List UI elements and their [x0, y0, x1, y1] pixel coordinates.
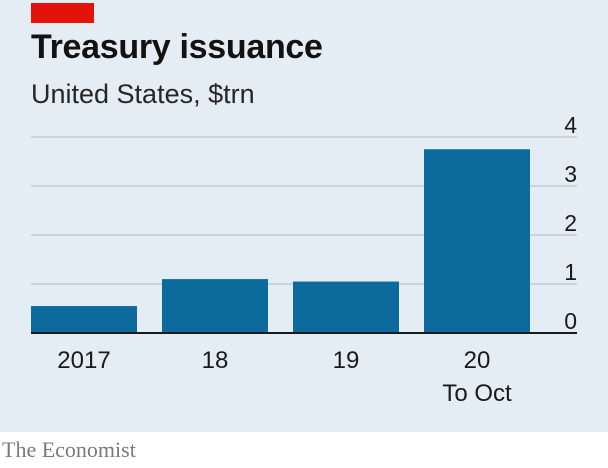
bar	[424, 149, 530, 333]
y-tick-label: 1	[564, 259, 577, 285]
y-tick-label: 0	[564, 308, 577, 334]
x-tick-label: 2017	[57, 347, 110, 374]
y-tick-label: 2	[564, 210, 577, 236]
y-tick-label: 4	[564, 112, 577, 138]
y-tick-label: 3	[564, 161, 577, 187]
x-tick-label: 20	[464, 347, 491, 374]
chart-title: Treasury issuance	[31, 28, 323, 66]
bar	[162, 279, 268, 333]
x-tick-sublabel: To Oct	[442, 380, 512, 407]
source-credit: The Economist	[2, 437, 136, 462]
chart-card: Treasury issuance United States, $trn 0 1…	[0, 0, 608, 432]
x-tick-label: 19	[333, 347, 360, 374]
bar	[293, 281, 399, 333]
bar	[31, 306, 137, 333]
bar-chart: 0 1 2 3 4 2017 18 19 20 To Oct	[31, 112, 577, 407]
x-tick-label: 18	[202, 347, 229, 374]
brand-tag	[31, 3, 94, 23]
chart-subtitle: United States, $trn	[31, 79, 255, 109]
